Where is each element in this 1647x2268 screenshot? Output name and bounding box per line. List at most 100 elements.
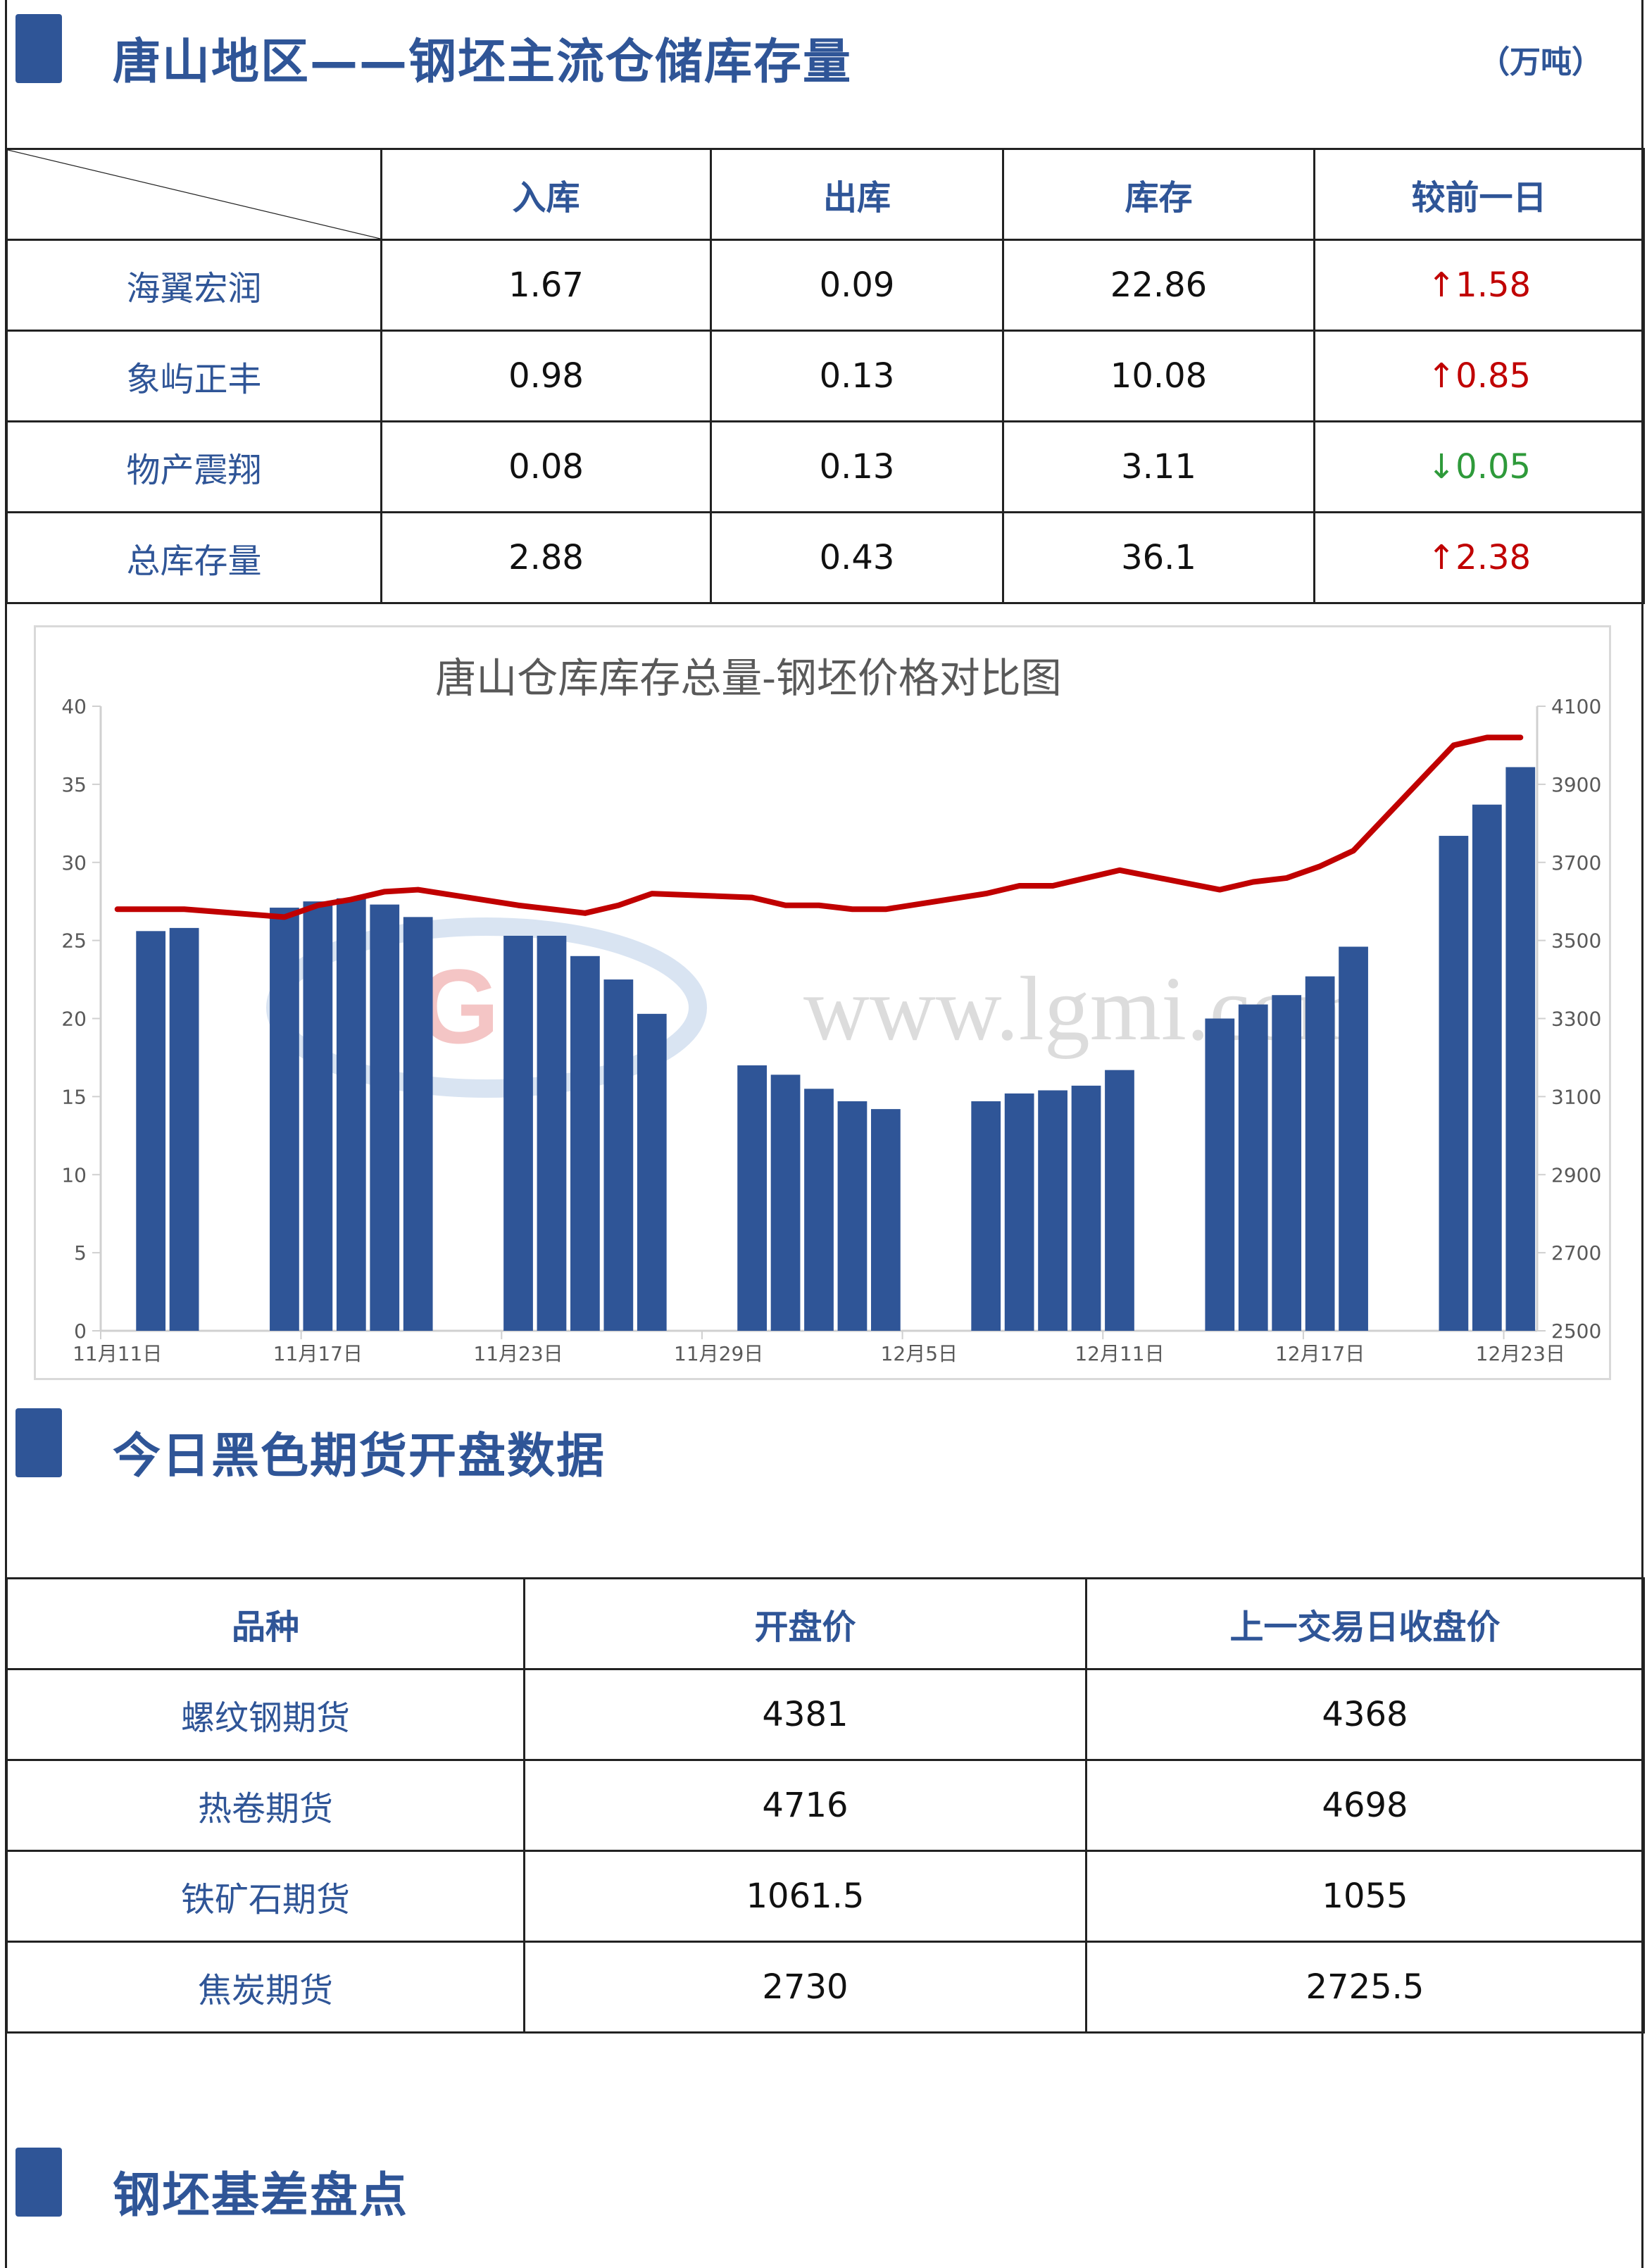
section-marker (15, 2148, 62, 2217)
futures-table: 品种 开盘价 上一交易日收盘价 螺纹钢期货 4381 4368 热卷期货 4716 469… (6, 1577, 1645, 2034)
column-header: 入库 (380, 148, 712, 241)
inventory-bar (637, 1013, 667, 1331)
inventory-bar (1439, 836, 1469, 1331)
column-header: 品种 (6, 1577, 525, 1670)
x-axis-tick-label: 11月23日 (473, 1342, 563, 1365)
change-value: ↓0.05 (1313, 420, 1645, 513)
prev-close-price: 4368 (1085, 1668, 1645, 1761)
frame-left-border (5, 0, 7, 2268)
section-marker (15, 1408, 62, 1477)
right-axis-tick-label: 2500 (1551, 1320, 1601, 1343)
inventory-bar (770, 1075, 801, 1331)
inventory-bar (1339, 946, 1368, 1331)
warehouse-name: 物产震翔 (6, 420, 382, 513)
right-axis-tick-label: 3300 (1551, 1008, 1601, 1031)
price-line (114, 734, 1524, 920)
prev-close-price: 4698 (1085, 1759, 1645, 1852)
table-row: 铁矿石期货 1061.5 1055 (6, 1850, 1645, 1943)
outbound-value: 0.13 (710, 420, 1004, 513)
inbound-value: 2.88 (380, 511, 712, 604)
diagonal-header-cell (6, 148, 382, 241)
section-title-basis: 钢坯基差盘点 (113, 2168, 409, 2224)
inbound-value: 1.67 (380, 239, 712, 332)
left-axis-tick-label: 35 (61, 773, 87, 796)
inventory-bar (804, 1089, 834, 1331)
inventory-bar (1472, 804, 1502, 1331)
chart-title: 唐山仓库库存总量-钢坯价格对比图 (435, 654, 1062, 702)
inventory-bar (303, 901, 333, 1331)
inventory-bar (1505, 767, 1536, 1331)
change-value: ↑0.85 (1313, 330, 1645, 422)
right-axis-tick-label: 3100 (1551, 1085, 1601, 1108)
left-axis-tick-label: 0 (74, 1320, 87, 1343)
unit-label: （万吨） (1479, 44, 1603, 80)
inventory-bar (370, 904, 400, 1331)
inventory-bar (871, 1109, 901, 1331)
warehouse-name: 海翼宏润 (6, 239, 382, 332)
open-price: 2730 (523, 1941, 1087, 2034)
warehouse-name: 象屿正丰 (6, 330, 382, 422)
section-title-futures: 今日黑色期货开盘数据 (113, 1429, 606, 1484)
inbound-value: 0.08 (380, 420, 712, 513)
table-row: 海翼宏润 1.67 0.09 22.86 ↑1.58 (6, 239, 1645, 332)
x-axis-tick-label: 12月17日 (1275, 1342, 1365, 1365)
inventory-bar (403, 917, 433, 1331)
stock-value: 10.08 (1002, 330, 1315, 422)
table-header-row: 品种 开盘价 上一交易日收盘价 (6, 1577, 1645, 1670)
inventory-bar (270, 908, 299, 1331)
prev-close-price: 2725.5 (1085, 1941, 1645, 2034)
x-axis-tick-label: 11月17日 (273, 1342, 363, 1365)
outbound-value: 0.13 (710, 330, 1004, 422)
right-axis-tick-label: 2900 (1551, 1163, 1601, 1186)
stock-value: 22.86 (1002, 239, 1315, 332)
inventory-bar (1105, 1070, 1134, 1331)
column-header: 开盘价 (523, 1577, 1087, 1670)
left-axis-tick-label: 25 (61, 929, 87, 953)
commodity-name: 铁矿石期货 (6, 1850, 525, 1943)
inventory-bar (971, 1101, 1001, 1331)
change-value: ↑1.58 (1313, 239, 1645, 332)
right-axis-tick-label: 4100 (1551, 695, 1601, 718)
left-axis-tick-label: 5 (74, 1241, 87, 1265)
change-value: ↑2.38 (1313, 511, 1645, 604)
left-axis-tick-label: 10 (61, 1163, 87, 1186)
inventory-bar (537, 935, 567, 1331)
inventory-bar (1305, 976, 1335, 1331)
inventory-table: 入库 出库 库存 较前一日 海翼宏润 1.67 0.09 22.86 ↑1.58 象屿正丰… (6, 148, 1645, 604)
inventory-bar (570, 956, 600, 1331)
column-header: 出库 (710, 148, 1004, 241)
left-axis-tick-label: 40 (61, 695, 87, 718)
open-price: 4381 (523, 1668, 1087, 1761)
outbound-value: 0.43 (710, 511, 1004, 604)
table-row: 热卷期货 4716 4698 (6, 1759, 1645, 1852)
inventory-bar (1004, 1093, 1034, 1331)
commodity-name: 热卷期货 (6, 1759, 525, 1852)
x-axis-tick-label: 12月23日 (1476, 1342, 1565, 1365)
inventory-bar (1038, 1090, 1067, 1331)
column-header: 较前一日 (1313, 148, 1645, 241)
stock-value: 3.11 (1002, 420, 1315, 513)
inbound-value: 0.98 (380, 330, 712, 422)
commodity-name: 螺纹钢期货 (6, 1668, 525, 1761)
outbound-value: 0.09 (710, 239, 1004, 332)
table-row: 象屿正丰 0.98 0.13 10.08 ↑0.85 (6, 330, 1645, 422)
section-marker (15, 14, 62, 83)
inventory-bar (1071, 1085, 1101, 1331)
frame-right-border (1641, 0, 1643, 2268)
table-row: 总库存量 2.88 0.43 36.1 ↑2.38 (6, 511, 1645, 604)
x-axis-tick-label: 12月11日 (1075, 1342, 1164, 1365)
right-axis-tick-label: 3900 (1551, 773, 1601, 796)
stock-value: 36.1 (1002, 511, 1315, 604)
section-title-inventory: 唐山地区——钢坯主流仓储库存量 (113, 35, 853, 90)
table-row: 物产震翔 0.08 0.13 3.11 ↓0.05 (6, 420, 1645, 513)
inventory-bar (737, 1065, 767, 1331)
x-axis-tick-label: 12月5日 (881, 1342, 958, 1365)
inventory-bar (336, 898, 366, 1331)
prev-close-price: 1055 (1085, 1850, 1645, 1943)
inventory-bar (1272, 995, 1302, 1331)
x-axis-tick-label: 11月11日 (73, 1342, 162, 1365)
inventory-bar (837, 1101, 868, 1331)
